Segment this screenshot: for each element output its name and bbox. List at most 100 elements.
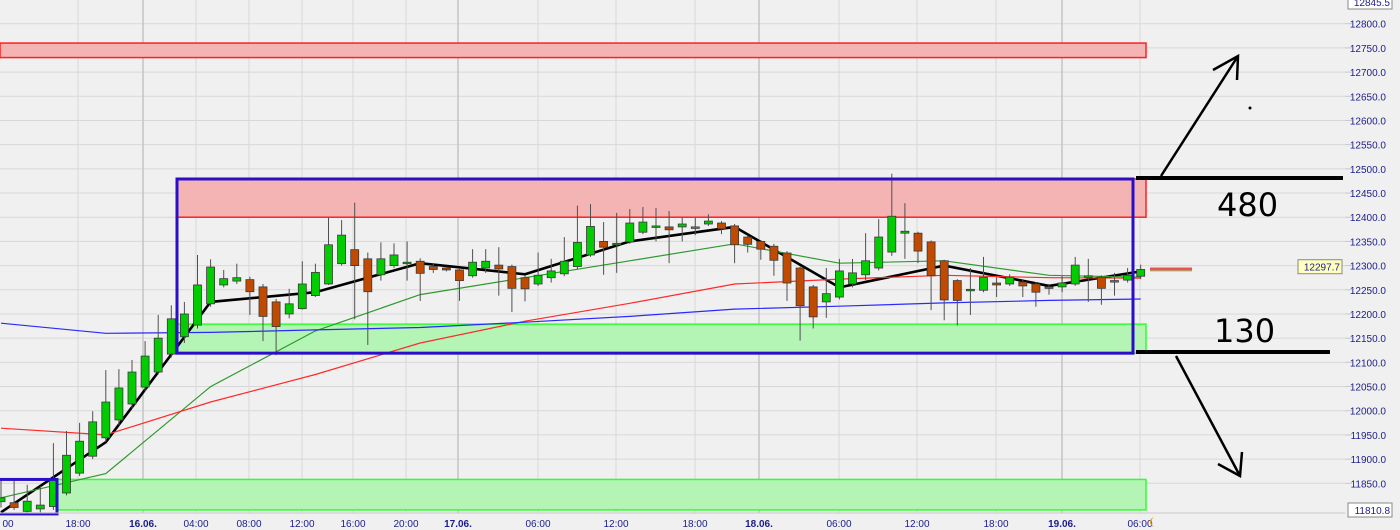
y-tick-label: 11900.0 xyxy=(1351,455,1387,466)
bear-candle xyxy=(520,277,530,290)
dot-mark xyxy=(1248,106,1252,110)
y-tick-label: 12100.0 xyxy=(1350,358,1387,369)
y-tick-label: 12650.0 xyxy=(1350,92,1387,103)
bear-candle xyxy=(441,267,451,271)
bear-candle xyxy=(507,266,517,289)
bull-candle xyxy=(468,261,478,277)
moving-average-line xyxy=(0,298,1141,334)
support-zone xyxy=(56,478,1147,511)
bear-candle xyxy=(939,260,949,301)
bull-candle xyxy=(402,261,412,265)
bull-candle xyxy=(1136,269,1146,277)
bull-candle xyxy=(232,277,242,282)
x-tick-label: 12:00 xyxy=(904,519,929,530)
time-axis[interactable]: 00 18:00 16.06. 04:00 08:00 12:00 16:00 20:00 17… xyxy=(0,512,1345,530)
bull-candle xyxy=(376,258,386,276)
bull-candle xyxy=(677,223,687,228)
bear-candle xyxy=(808,286,818,318)
bull-candle xyxy=(874,236,884,269)
x-tick-label: 18:00 xyxy=(682,519,707,530)
bull-candle xyxy=(848,272,857,285)
bear-candle xyxy=(9,502,19,508)
bull-candle xyxy=(337,234,347,265)
range-boxes xyxy=(0,177,1135,516)
axis-min-label-box xyxy=(1347,502,1393,518)
moving-average-line xyxy=(0,274,1141,436)
y-tick-label: 12350.0 xyxy=(1350,237,1387,248)
bull-candle xyxy=(861,260,870,276)
bull-candle xyxy=(127,371,137,405)
bull-candle xyxy=(586,226,595,256)
y-tick-label: 12300.0 xyxy=(1350,262,1387,273)
bull-candle xyxy=(1110,280,1119,283)
bull-candle xyxy=(193,284,202,326)
bull-candle xyxy=(0,497,6,503)
range-box xyxy=(175,177,1135,355)
bull-candle xyxy=(1123,274,1132,281)
bull-candle xyxy=(219,278,229,286)
axis-min-label: 11810.8 xyxy=(1355,506,1391,517)
x-tick-label: 16:00 xyxy=(340,519,365,530)
y-tick-label: 12600.0 xyxy=(1350,116,1387,127)
bull-candle xyxy=(573,241,582,267)
bull-candle xyxy=(835,270,844,298)
bear-candle xyxy=(756,241,766,250)
last-price-label-box xyxy=(1297,259,1343,275)
annotations: 480 130 xyxy=(1136,53,1343,479)
y-tick-label: 12200.0 xyxy=(1350,310,1387,321)
x-tick-label: 20:00 xyxy=(393,519,418,530)
y-tick-label: 12000.0 xyxy=(1350,407,1387,418)
bull-candle xyxy=(887,215,897,253)
y-tick-label: 11950.0 xyxy=(1351,431,1387,442)
resistance-zone xyxy=(0,42,1147,59)
bull-candle xyxy=(704,220,713,225)
y-tick-label: 12450.0 xyxy=(1350,189,1387,200)
y-tick-label: 12150.0 xyxy=(1350,334,1387,345)
bull-candle xyxy=(389,254,399,267)
bull-candle xyxy=(22,500,32,512)
axis-max-label-box xyxy=(1347,0,1393,10)
bull-candle xyxy=(1057,282,1067,288)
bull-candle xyxy=(206,266,216,305)
bear-candle xyxy=(258,286,268,317)
x-tick-label: 16.06. xyxy=(129,519,157,530)
bull-candle xyxy=(179,313,189,338)
bear-candle xyxy=(730,225,739,246)
plot-background xyxy=(0,0,1345,513)
bear-candle xyxy=(1018,281,1028,287)
x-tick-label: 12:00 xyxy=(289,519,314,530)
y-tick-label: 12700.0 xyxy=(1350,68,1387,79)
x-tick-label: 00 xyxy=(2,519,14,530)
bear-candle xyxy=(743,236,753,245)
y-tick-label: 12500.0 xyxy=(1350,165,1387,176)
bull-candle xyxy=(533,274,543,285)
bull-candle xyxy=(153,337,163,373)
x-tick-label: 04:00 xyxy=(183,519,208,530)
bull-candle xyxy=(625,222,635,243)
y-tick-label: 12050.0 xyxy=(1350,383,1387,394)
bull-candle xyxy=(101,401,111,439)
bull-candle xyxy=(166,318,176,355)
range-box xyxy=(0,477,59,516)
zones xyxy=(0,42,1147,511)
bear-candle xyxy=(245,279,255,293)
bear-candle xyxy=(494,264,504,270)
bull-candle xyxy=(1044,286,1054,289)
moon-icon xyxy=(1150,517,1155,527)
y-tick-label: 12800.0 xyxy=(1350,20,1387,31)
price-axis[interactable]: 12800.0 12750.0 12700.0 12650.0 12600.0 12550… xyxy=(1297,0,1393,518)
x-tick-label: 06:00 xyxy=(826,519,851,530)
arrow-up-icon xyxy=(1159,53,1240,177)
bear-candle xyxy=(363,258,373,293)
bear-candle xyxy=(415,260,425,274)
bear-candle xyxy=(1097,276,1106,289)
x-tick-label: 18:00 xyxy=(983,519,1008,530)
x-tick-label: 18:00 xyxy=(65,519,90,530)
y-tick-label: 11850.0 xyxy=(1351,479,1387,490)
lower-level-label: 130 xyxy=(1214,312,1275,350)
bull-candle xyxy=(140,355,150,388)
bull-candle xyxy=(690,226,700,229)
bull-candle xyxy=(559,260,569,275)
bear-candle xyxy=(926,241,936,277)
